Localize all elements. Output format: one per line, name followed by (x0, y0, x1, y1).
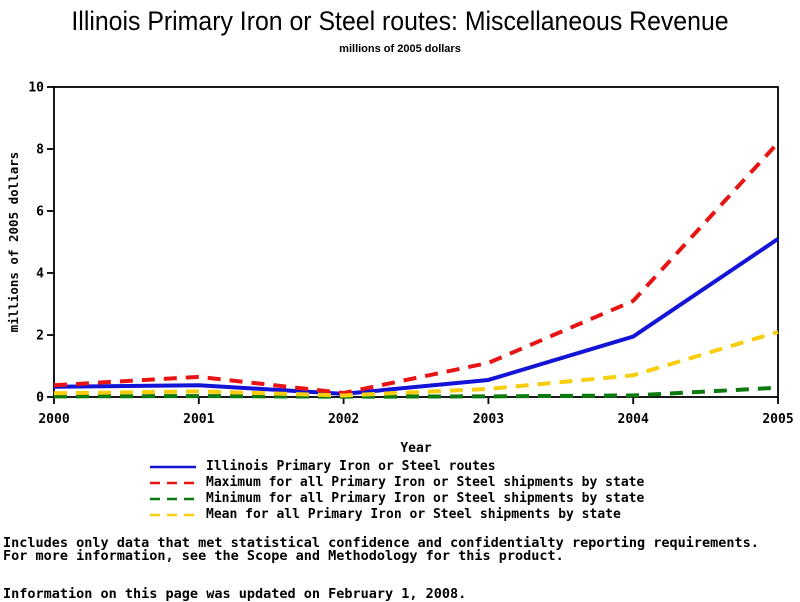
chart-title: Illinois Primary Iron or Steel routes: M… (71, 6, 729, 36)
y-axis-title: millions of 2005 dollars (6, 152, 21, 333)
footnote-line-2: For more information, see the Scope and … (3, 548, 564, 564)
y-tick-label: 10 (28, 81, 44, 96)
y-tick-label: 4 (36, 267, 44, 282)
chart-subtitle: millions of 2005 dollars (339, 43, 461, 55)
series-line-3 (53, 329, 779, 398)
series-line-1 (53, 141, 780, 395)
legend-line-sample (150, 513, 196, 517)
series-line-0 (53, 237, 780, 396)
y-tick-label: 8 (36, 143, 44, 158)
legend: Illinois Primary Iron or Steel routes Ma… (150, 459, 644, 523)
plot-frame (53, 86, 779, 398)
legend-item: Mean for all Primary Iron or Steel shipm… (150, 507, 644, 523)
legend-label: Mean for all Primary Iron or Steel shipm… (206, 507, 621, 522)
footnote-line-3: Information on this page was updated on … (3, 586, 467, 602)
legend-line-sample (150, 497, 196, 501)
x-tick-label: 2000 (38, 412, 69, 427)
legend-label: Illinois Primary Iron or Steel routes (206, 459, 496, 474)
x-tick-label: 2001 (183, 412, 214, 427)
x-axis-title: Year (400, 441, 431, 456)
legend-line-sample (150, 465, 196, 469)
footnote-line-1: Includes only data that met statistical … (3, 535, 759, 551)
legend-label: Minimum for all Primary Iron or Steel sh… (206, 491, 645, 506)
x-tick-label: 2005 (762, 412, 793, 427)
x-tick-label: 2002 (328, 412, 359, 427)
y-tick-label: 0 (36, 391, 44, 406)
legend-line-sample (150, 481, 196, 485)
plot-area: 0 2 4 6 8 10 2000 2001 2002 2003 2004 2005 Year milli… (6, 81, 794, 457)
legend-item: Minimum for all Primary Iron or Steel sh… (150, 491, 644, 507)
x-tick-label: 2003 (473, 412, 504, 427)
legend-item: Maximum for all Primary Iron or Steel sh… (150, 475, 644, 491)
y-tick-label: 2 (36, 329, 44, 344)
x-tick-label: 2004 (618, 412, 649, 427)
legend-label: Maximum for all Primary Iron or Steel sh… (206, 475, 645, 490)
legend-item: Illinois Primary Iron or Steel routes (150, 459, 644, 475)
series-line-2 (53, 385, 779, 399)
y-tick-label: 6 (36, 205, 44, 220)
